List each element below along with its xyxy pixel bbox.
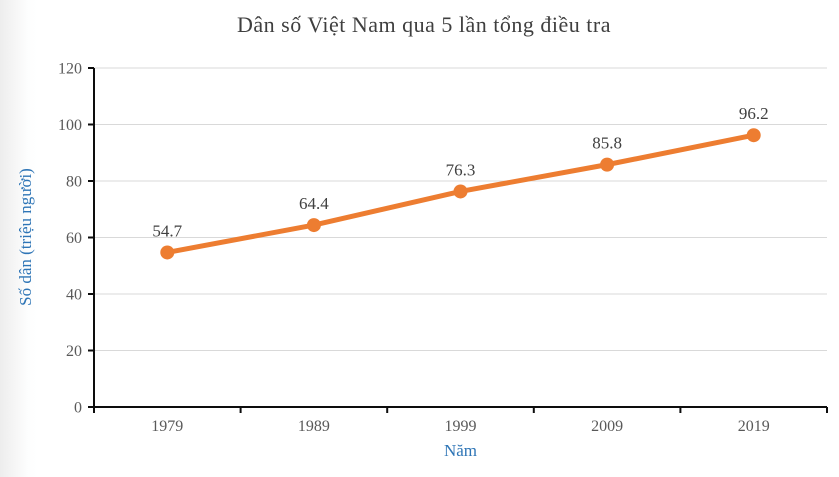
y-tick-label: 40	[66, 287, 82, 304]
y-tick-label: 120	[58, 61, 82, 78]
data-label: 96.2	[739, 104, 769, 123]
x-tick-label: 2019	[738, 418, 770, 435]
data-label: 76.3	[446, 160, 476, 179]
y-tick-label: 0	[74, 400, 82, 417]
x-tick-label: 1989	[298, 418, 330, 435]
chart-title: Dân số Việt Nam qua 5 lần tổng điều tra	[237, 12, 611, 37]
data-point-marker	[746, 128, 761, 143]
y-axis-title: Số dân (triệu người)	[16, 168, 35, 306]
data-label: 64.4	[299, 194, 329, 213]
data-point-marker	[600, 157, 615, 172]
data-point-marker	[306, 218, 321, 233]
data-label: 85.8	[592, 134, 622, 153]
data-label: 54.7	[152, 221, 182, 240]
x-tick-label: 2009	[591, 418, 623, 435]
y-tick-label: 80	[66, 174, 82, 191]
y-tick-label: 100	[58, 117, 82, 134]
data-point-marker	[453, 184, 468, 199]
y-tick-label: 60	[66, 230, 82, 247]
x-tick-label: 1979	[151, 418, 183, 435]
x-tick-label: 1999	[445, 418, 477, 435]
data-point-marker	[160, 245, 175, 260]
x-axis-title: Năm	[443, 441, 478, 460]
y-tick-label: 20	[66, 343, 82, 360]
